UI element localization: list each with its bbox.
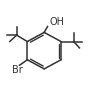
Text: Br: Br: [12, 65, 23, 75]
Text: OH: OH: [49, 17, 64, 27]
